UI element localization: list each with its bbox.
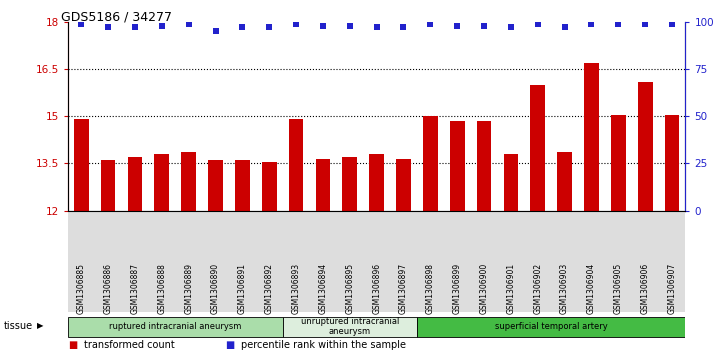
- Text: superficial temporal artery: superficial temporal artery: [495, 322, 608, 331]
- Point: [291, 21, 302, 26]
- Bar: [208, 160, 223, 211]
- Text: transformed count: transformed count: [84, 340, 174, 350]
- FancyBboxPatch shape: [68, 317, 283, 337]
- Point: [478, 23, 490, 28]
- Point: [585, 21, 597, 26]
- Point: [398, 25, 409, 30]
- Bar: [531, 85, 545, 211]
- Point: [183, 21, 194, 26]
- Bar: [316, 159, 331, 211]
- Point: [559, 25, 570, 30]
- Point: [344, 23, 356, 28]
- Point: [425, 21, 436, 26]
- Bar: [288, 119, 303, 211]
- Text: ■: ■: [68, 340, 77, 350]
- Bar: [154, 154, 169, 211]
- Bar: [262, 162, 276, 211]
- Bar: [101, 160, 116, 211]
- Point: [263, 25, 275, 30]
- Point: [666, 21, 678, 26]
- Bar: [74, 119, 89, 211]
- Text: percentile rank within the sample: percentile rank within the sample: [241, 340, 406, 350]
- Text: ■: ■: [225, 340, 234, 350]
- Bar: [584, 63, 599, 211]
- Point: [102, 25, 114, 30]
- Point: [371, 25, 382, 30]
- Bar: [369, 154, 384, 211]
- Point: [613, 21, 624, 26]
- Point: [640, 21, 651, 26]
- Point: [236, 25, 248, 30]
- Bar: [638, 82, 653, 211]
- Bar: [181, 152, 196, 211]
- Text: GDS5186 / 34277: GDS5186 / 34277: [61, 11, 171, 24]
- Point: [129, 25, 141, 30]
- Text: tissue: tissue: [4, 321, 33, 331]
- Bar: [396, 159, 411, 211]
- Point: [506, 25, 517, 30]
- Bar: [128, 157, 142, 211]
- Bar: [557, 152, 572, 211]
- Bar: [665, 115, 680, 211]
- Bar: [235, 160, 250, 211]
- Bar: [611, 115, 625, 211]
- Point: [76, 21, 87, 26]
- Text: ▶: ▶: [37, 321, 44, 330]
- Text: unruptured intracranial
aneurysm: unruptured intracranial aneurysm: [301, 317, 399, 337]
- FancyBboxPatch shape: [417, 317, 685, 337]
- Point: [532, 21, 543, 26]
- Point: [156, 23, 168, 28]
- Bar: [423, 116, 438, 211]
- Bar: [450, 121, 465, 211]
- Bar: [503, 154, 518, 211]
- Point: [451, 23, 463, 28]
- Point: [210, 28, 221, 34]
- Text: ruptured intracranial aneurysm: ruptured intracranial aneurysm: [109, 322, 241, 331]
- Bar: [477, 121, 491, 211]
- Point: [317, 23, 328, 28]
- FancyBboxPatch shape: [283, 317, 417, 337]
- Bar: [343, 157, 357, 211]
